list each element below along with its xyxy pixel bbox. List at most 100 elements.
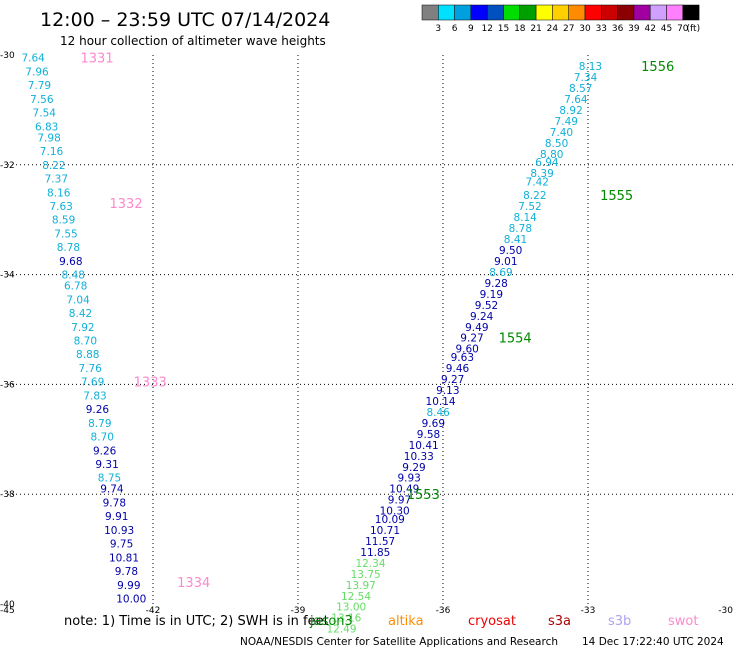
- wave-height-value: 11.85: [360, 547, 390, 559]
- wave-height-value: 8.13: [579, 61, 602, 73]
- legend-value: 42: [644, 24, 655, 34]
- satellite-cryosat-label: cryosat: [468, 614, 516, 629]
- wave-height-value: 8.14: [513, 212, 537, 224]
- wave-height-value: 7.49: [555, 116, 578, 128]
- wave-height-value: 8.80: [540, 149, 563, 161]
- legend-swatch: [535, 4, 553, 21]
- wave-height-value: 8.70: [91, 432, 114, 444]
- wave-height-value: 7.83: [83, 390, 106, 402]
- x-tick-label: -36: [436, 606, 451, 616]
- legend-value: 36: [612, 24, 624, 34]
- pass-number-label: 1331: [81, 52, 114, 67]
- wave-height-value: 9.01: [494, 256, 517, 268]
- wave-height-value: 9.24: [470, 311, 494, 323]
- wave-height-value: 12.49: [326, 624, 356, 636]
- wave-height-value: 9.28: [484, 278, 507, 290]
- wave-height-value: 13.97: [346, 580, 376, 592]
- wave-height-value: 9.74: [100, 484, 124, 496]
- wave-height-value: 7.56: [30, 94, 54, 106]
- legend-swatch: [454, 4, 472, 21]
- legend-swatch: [503, 4, 521, 21]
- pass-number-label: 1554: [499, 332, 532, 347]
- wave-height-value: 8.48: [62, 270, 85, 282]
- legend-swatch: [649, 4, 667, 21]
- y-tick-label: -40: [0, 600, 15, 610]
- legend-swatch: [682, 4, 700, 21]
- wave-height-value: 10.81: [109, 552, 139, 564]
- legend-value: 24: [547, 24, 559, 34]
- wave-height-value: 12.34: [355, 558, 385, 570]
- wave-height-value: 9.52: [475, 300, 498, 312]
- wave-height-value: 11.57: [365, 536, 395, 548]
- wave-height-value: 10.30: [380, 506, 410, 518]
- legend-value: 45: [661, 24, 672, 34]
- wave-height-value: 13.75: [351, 569, 381, 581]
- chart-subtitle: 12 hour collection of altimeter wave hei…: [60, 34, 326, 48]
- wave-height-value: 8.50: [545, 138, 568, 150]
- satellite-s3a-label: s3a: [548, 614, 571, 629]
- x-tick-label: -39: [291, 606, 306, 616]
- satellite-altika-label: altika: [388, 614, 424, 629]
- wave-height-value: 10.09: [375, 514, 405, 526]
- legend-swatch: [584, 4, 602, 21]
- x-tick-label: -33: [581, 606, 596, 616]
- legend-swatch: [601, 4, 618, 21]
- legend-value: 15: [498, 24, 509, 34]
- wave-height-values: 7.647.967.797.567.546.837.987.168.227.37…: [21, 53, 602, 636]
- grid: [8, 55, 733, 604]
- pass-number-label: 1333: [134, 376, 167, 391]
- wave-height-value: 9.97: [388, 495, 411, 507]
- wave-height-value: 7.34: [574, 72, 598, 84]
- wave-height-value: 9.26: [93, 445, 117, 457]
- legend-value: 21: [530, 24, 541, 34]
- legend-value: 6: [452, 24, 458, 34]
- legend-swatch: [486, 4, 504, 21]
- wave-height-value: 8.22: [523, 190, 546, 202]
- wave-height-value: 7.96: [25, 66, 49, 78]
- wave-height-value: 8.46: [426, 407, 450, 419]
- wave-height-value: 8.78: [509, 223, 532, 235]
- wave-height-value: 13.16: [331, 613, 361, 625]
- wave-height-value: 12.54: [341, 591, 371, 603]
- legend-swatch: [519, 4, 537, 21]
- wave-height-value: 8.42: [69, 308, 92, 320]
- wave-height-value: 9.46: [446, 363, 470, 375]
- wave-height-value: 9.50: [499, 245, 522, 257]
- legend-value: 3: [435, 24, 441, 34]
- legend-value: 27: [563, 24, 574, 34]
- pass-number-label: 1556: [641, 60, 674, 75]
- legend-value: 12: [481, 24, 492, 34]
- wave-height-value: 9.91: [105, 511, 128, 523]
- legend-swatch: [438, 4, 455, 21]
- wave-height-value: 7.69: [81, 377, 104, 389]
- legend-swatch: [470, 4, 488, 21]
- wave-height-value: 8.22: [42, 160, 65, 172]
- pass-number-label: 1334: [177, 576, 210, 591]
- x-tick-label: -30: [718, 606, 733, 616]
- wave-height-value: 9.68: [59, 256, 82, 268]
- wave-height-value: 8.59: [52, 215, 75, 227]
- wave-height-value: 7.76: [78, 363, 102, 375]
- wave-height-value: 7.42: [526, 176, 549, 188]
- legend-unit: (ft): [687, 24, 701, 34]
- legend-swatch: [568, 4, 586, 21]
- pass-number-label: 1553: [407, 488, 440, 503]
- wave-height-value: 8.92: [559, 105, 582, 117]
- wave-height-value: 9.78: [103, 497, 126, 509]
- satellite-legend: jason3 altika cryosat s3a s3b swot: [309, 614, 698, 629]
- wave-height-value: 10.33: [404, 451, 434, 463]
- wave-height-value: 8.79: [88, 418, 111, 430]
- wave-height-value: 7.64: [564, 94, 588, 106]
- wave-height-value: 7.40: [550, 127, 573, 139]
- y-tick-label: -32: [0, 161, 15, 171]
- satellite-s3b-label: s3b: [608, 614, 631, 629]
- wave-height-value: 9.99: [117, 580, 140, 592]
- wave-height-value: 8.16: [47, 187, 71, 199]
- wave-height-value: 9.58: [417, 429, 440, 441]
- wave-height-value: 7.55: [54, 228, 77, 240]
- wave-height-value: 7.37: [45, 174, 68, 186]
- wave-height-value: 8.57: [569, 83, 592, 95]
- wave-height-value: 10.41: [409, 440, 439, 452]
- wave-height-value: 7.54: [33, 108, 57, 120]
- footer-org: NOAA/NESDIS Center for Satellite Applica…: [240, 636, 558, 648]
